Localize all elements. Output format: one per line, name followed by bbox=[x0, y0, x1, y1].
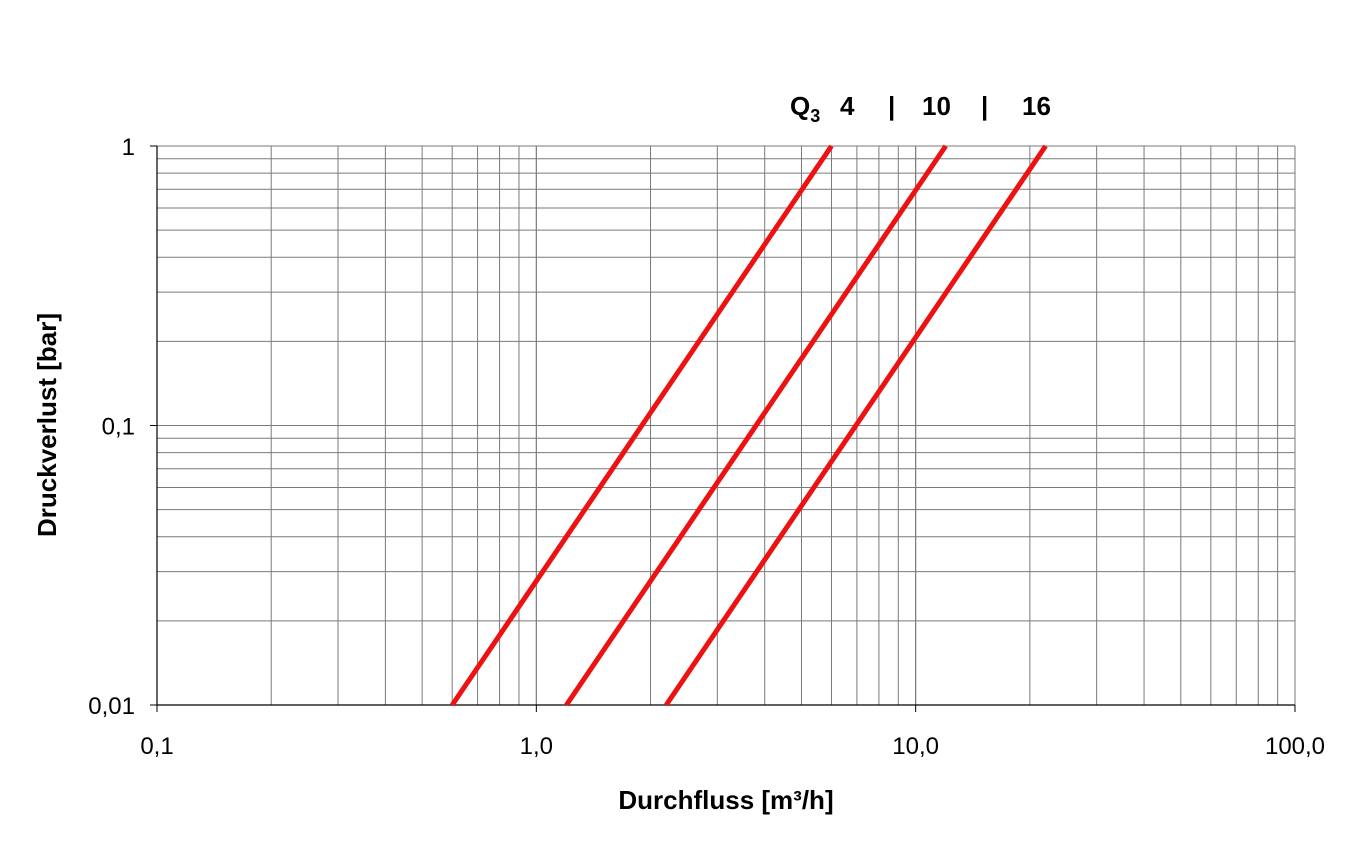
y-tick-label: 1 bbox=[122, 134, 135, 161]
series-line-4 bbox=[450, 144, 834, 707]
y-tick-label: 0,1 bbox=[102, 414, 135, 441]
y-tick-label: 0,01 bbox=[88, 693, 135, 720]
legend-prefix: Q3 bbox=[790, 91, 820, 126]
legend-label-4: 4 bbox=[840, 91, 855, 121]
x-tick-label: 10,0 bbox=[892, 733, 939, 760]
x-axis-title: Durchfluss [m³/h] bbox=[618, 785, 833, 815]
tick-labels: 0,1 1,0 10,0 100,00,010,11 bbox=[88, 134, 1325, 760]
x-tick-label: 1,0 bbox=[520, 733, 553, 760]
legend-label-16: 16 bbox=[1022, 91, 1051, 121]
grid bbox=[156, 145, 1296, 706]
legend-separator-2: | bbox=[981, 91, 988, 121]
axes bbox=[150, 145, 1296, 712]
series-lines bbox=[450, 144, 1048, 707]
series-line-10 bbox=[564, 144, 948, 707]
x-tick-label: 0,1 bbox=[140, 733, 173, 760]
legend-label-10: 10 bbox=[922, 91, 951, 121]
legend: Q3 4 | 10 | 16 bbox=[790, 91, 1051, 126]
y-axis-title: Druckverlust [bar] bbox=[32, 313, 62, 537]
legend-separator-1: | bbox=[888, 91, 895, 121]
series-line-16 bbox=[664, 144, 1048, 707]
x-tick-label: 100,0 bbox=[1265, 733, 1325, 760]
